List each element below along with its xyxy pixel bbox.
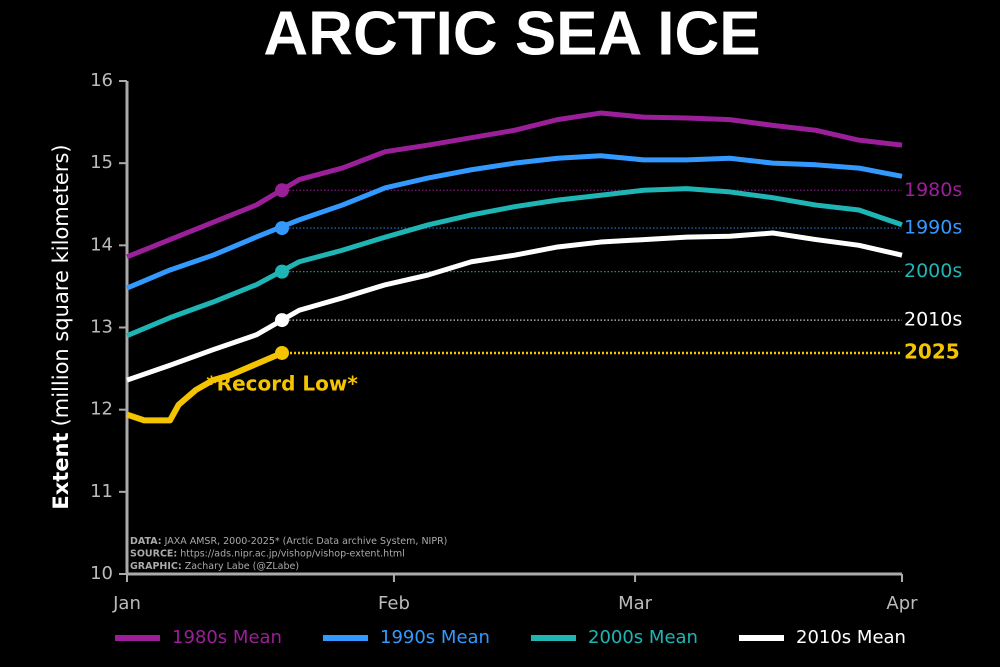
source-note: DATA: JAXA AMSR, 2000-2025* (Arctic Data … (130, 536, 447, 547)
y-tick-label: 13 (90, 317, 113, 338)
y-axis-label: Extent (million square kilometers) (49, 144, 73, 509)
series-line (126, 230, 903, 383)
note-text: https://ads.nipr.ac.jp/vishop/vishop-ext… (180, 548, 405, 559)
x-tick-label: Feb (378, 593, 410, 614)
y-tick-label: 11 (90, 481, 113, 502)
note-label: SOURCE: (130, 548, 177, 559)
marker (275, 221, 289, 236)
source-note: GRAPHIC: Zachary Labe (@ZLabe) (130, 561, 299, 572)
note-text: JAXA AMSR, 2000-2025* (Arctic Data archi… (164, 536, 448, 547)
source-note: SOURCE: https://ads.nipr.ac.jp/vishop/vis… (130, 548, 405, 559)
x-tick-label: Mar (618, 593, 653, 614)
y-tick-label: 14 (90, 234, 113, 255)
marker (275, 313, 289, 328)
series-line (126, 153, 903, 291)
y-label-text: (million square kilometers) (49, 144, 73, 426)
end-label: 2010s (904, 309, 962, 331)
legend-label: 2010s Mean (796, 627, 906, 648)
y-tick-label: 15 (90, 152, 113, 173)
note-text: Zachary Labe (@ZLabe) (185, 561, 299, 572)
marker (275, 345, 289, 360)
end-label: 2000s (904, 260, 962, 282)
legend-label: 1980s Mean (172, 627, 282, 648)
marker (275, 264, 289, 279)
y-tick-label: 16 (90, 70, 113, 91)
y-label-bold: Extent (49, 432, 73, 509)
end-label: 1990s (904, 217, 962, 239)
end-label: 2025 (904, 339, 960, 363)
legend-label: 2000s Mean (588, 627, 698, 648)
annotation: *Record Low* (206, 371, 358, 395)
series-line (126, 110, 903, 260)
note-label: GRAPHIC: (130, 561, 182, 572)
marker (275, 183, 289, 198)
series-line (126, 186, 903, 339)
end-label: 1980s (904, 179, 962, 201)
legend-label: 1990s Mean (380, 627, 490, 648)
y-tick-label: 12 (90, 399, 113, 420)
x-tick-label: Jan (112, 593, 141, 614)
series-line (126, 350, 284, 424)
y-tick-label: 10 (90, 563, 113, 584)
chart-title: ARCTIC SEA ICE (263, 0, 760, 68)
note-label: DATA: (130, 536, 162, 547)
x-tick-label: Apr (886, 593, 918, 614)
